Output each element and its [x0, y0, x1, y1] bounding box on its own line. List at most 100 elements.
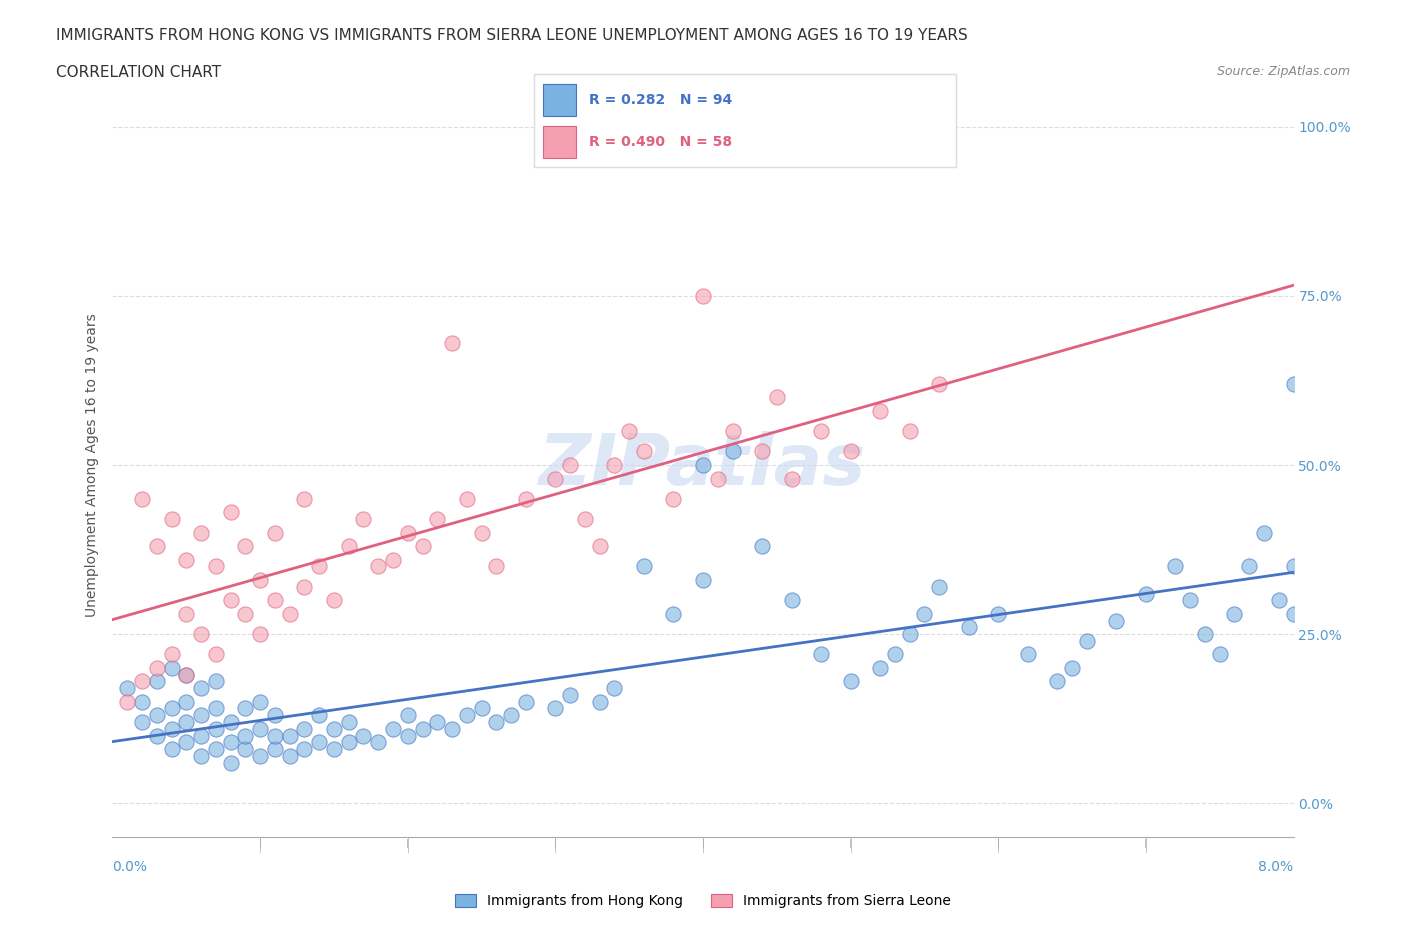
Point — [810, 647, 832, 662]
Point — [337, 735, 360, 750]
Point — [662, 606, 685, 621]
Point — [174, 714, 197, 729]
Point — [308, 735, 330, 750]
Point — [441, 722, 464, 737]
Point — [928, 377, 950, 392]
Point — [352, 512, 374, 526]
Point — [174, 695, 197, 710]
Point — [264, 592, 287, 607]
Point — [160, 701, 183, 716]
Point — [323, 741, 346, 756]
Point — [869, 404, 891, 418]
Point — [1282, 559, 1305, 574]
Point — [233, 741, 256, 756]
Point — [544, 472, 567, 486]
Point — [426, 512, 449, 526]
Point — [131, 714, 153, 729]
Point — [765, 390, 787, 405]
Point — [205, 741, 228, 756]
Point — [190, 708, 212, 723]
Point — [205, 674, 228, 689]
Point — [174, 552, 197, 567]
Point — [1105, 613, 1128, 628]
Point — [160, 512, 183, 526]
Point — [382, 552, 405, 567]
Point — [205, 559, 228, 574]
Point — [117, 681, 138, 696]
Point — [131, 674, 153, 689]
Point — [160, 647, 183, 662]
Point — [264, 525, 287, 540]
Point — [160, 660, 183, 675]
Point — [174, 667, 197, 682]
Point — [751, 538, 773, 553]
Point — [146, 728, 169, 743]
Text: 8.0%: 8.0% — [1258, 860, 1294, 874]
Point — [219, 735, 242, 750]
Text: |: | — [1144, 839, 1147, 848]
Point — [751, 444, 773, 458]
Point — [603, 458, 626, 472]
Point — [249, 573, 271, 588]
Point — [588, 538, 610, 553]
Point — [485, 559, 508, 574]
Point — [1282, 606, 1305, 621]
Point — [146, 538, 169, 553]
Point — [544, 701, 567, 716]
Point — [662, 491, 685, 506]
Point — [249, 627, 271, 642]
Point — [780, 472, 803, 486]
Point — [219, 505, 242, 520]
Point — [574, 512, 596, 526]
Point — [219, 714, 242, 729]
Point — [456, 708, 478, 723]
Point — [278, 728, 301, 743]
Point — [190, 627, 212, 642]
Point — [308, 559, 330, 574]
Point — [1046, 674, 1069, 689]
Point — [396, 728, 419, 743]
Point — [501, 708, 523, 723]
Text: CORRELATION CHART: CORRELATION CHART — [56, 65, 221, 80]
Text: IMMIGRANTS FROM HONG KONG VS IMMIGRANTS FROM SIERRA LEONE UNEMPLOYMENT AMONG AGE: IMMIGRANTS FROM HONG KONG VS IMMIGRANTS … — [56, 28, 967, 43]
Point — [1194, 627, 1216, 642]
Point — [1135, 586, 1157, 601]
Point — [174, 667, 197, 682]
Point — [515, 491, 537, 506]
Point — [914, 606, 936, 621]
Point — [692, 288, 714, 303]
Point — [382, 722, 405, 737]
Point — [264, 741, 287, 756]
Point — [1253, 525, 1275, 540]
Text: |: | — [259, 839, 262, 848]
Point — [233, 728, 256, 743]
Point — [471, 701, 494, 716]
Point — [174, 735, 197, 750]
Point — [1062, 660, 1084, 675]
Point — [1268, 592, 1291, 607]
Point — [839, 444, 862, 458]
Point — [131, 491, 153, 506]
Point — [588, 695, 610, 710]
Point — [619, 424, 641, 439]
Point — [441, 336, 464, 351]
Point — [174, 606, 197, 621]
Point — [249, 722, 271, 737]
Point — [264, 728, 287, 743]
Point — [219, 755, 242, 770]
Point — [928, 579, 950, 594]
Point — [1017, 647, 1039, 662]
Point — [721, 424, 744, 439]
Point — [987, 606, 1010, 621]
Point — [560, 687, 582, 702]
Point — [957, 620, 980, 635]
Text: |: | — [849, 839, 852, 848]
Point — [560, 458, 582, 472]
Text: R = 0.282   N = 94: R = 0.282 N = 94 — [589, 93, 733, 108]
Point — [264, 708, 287, 723]
Point — [721, 444, 744, 458]
Point — [308, 708, 330, 723]
Point — [337, 714, 360, 729]
Point — [810, 424, 832, 439]
Y-axis label: Unemployment Among Ages 16 to 19 years: Unemployment Among Ages 16 to 19 years — [84, 313, 98, 617]
